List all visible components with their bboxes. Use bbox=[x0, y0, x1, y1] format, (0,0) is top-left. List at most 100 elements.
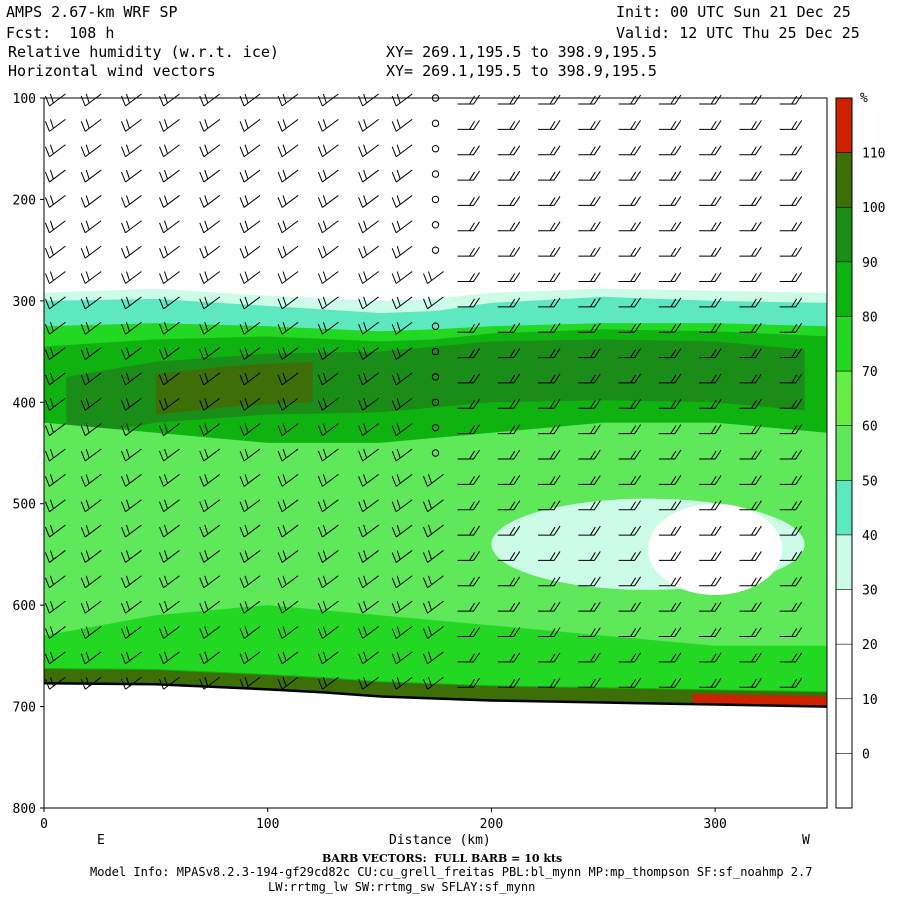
wind-barb bbox=[739, 525, 762, 536]
wind-barb bbox=[317, 118, 339, 132]
wind-barb bbox=[699, 170, 722, 181]
wind-barb bbox=[779, 576, 803, 587]
wind-barb bbox=[80, 423, 102, 437]
wind-barb bbox=[699, 677, 722, 688]
wind-barb bbox=[538, 475, 561, 485]
wind-barb bbox=[618, 576, 642, 587]
wind-barb bbox=[391, 271, 413, 284]
wind-barb bbox=[44, 600, 66, 614]
wind-barb bbox=[80, 448, 102, 462]
y-tick-label: 200 bbox=[13, 193, 36, 208]
wind-barb bbox=[779, 500, 803, 511]
wind-barb bbox=[239, 220, 261, 234]
wind-barb bbox=[779, 449, 803, 460]
wind-barb bbox=[779, 348, 803, 359]
wind-barb bbox=[44, 473, 66, 487]
wind-barb bbox=[358, 296, 379, 310]
wind-barb bbox=[699, 525, 722, 536]
wind-barb bbox=[317, 220, 339, 234]
wind-barb bbox=[779, 399, 803, 409]
wind-barb bbox=[457, 170, 480, 181]
colorbar-label: 80 bbox=[862, 310, 878, 325]
wind-barb bbox=[277, 626, 299, 639]
wind-barb bbox=[423, 676, 444, 690]
wind-barb bbox=[658, 525, 682, 536]
wind-barb bbox=[80, 524, 102, 538]
wind-barb bbox=[358, 245, 379, 259]
colorbar-bin bbox=[836, 261, 852, 317]
wind-barb bbox=[739, 627, 762, 637]
wind-barb bbox=[80, 550, 102, 563]
wind-barb bbox=[578, 297, 601, 308]
wind-barb bbox=[779, 424, 803, 435]
wind-barb bbox=[199, 626, 221, 639]
wind-barb bbox=[739, 449, 762, 460]
wind-barb bbox=[80, 397, 102, 411]
wind-barb bbox=[199, 296, 221, 310]
wind-barb bbox=[44, 195, 66, 208]
wind-barb bbox=[199, 448, 221, 462]
wind-barb bbox=[277, 499, 299, 513]
wind-barb bbox=[239, 118, 261, 132]
wind-barb bbox=[699, 322, 722, 333]
colorbar-bin bbox=[836, 534, 852, 591]
wind-barb bbox=[358, 499, 379, 513]
wind-barb bbox=[358, 220, 379, 234]
wind-barb bbox=[618, 221, 642, 232]
wind-barb bbox=[457, 120, 480, 130]
wind-barb bbox=[277, 245, 299, 259]
rh-layer-lowlevel bbox=[44, 605, 827, 692]
wind-barb bbox=[358, 271, 379, 284]
x-tick-label: 100 bbox=[256, 817, 279, 832]
wind-barb bbox=[497, 424, 521, 435]
wind-barb bbox=[457, 652, 480, 663]
wind-barb bbox=[317, 347, 339, 360]
wind-barb bbox=[497, 297, 521, 308]
wind-barb bbox=[578, 424, 601, 435]
wind-barb bbox=[497, 551, 521, 561]
wind-barb bbox=[658, 348, 682, 359]
wind-barb bbox=[80, 169, 102, 183]
wind-barb bbox=[739, 246, 762, 257]
wind-barb bbox=[80, 195, 102, 208]
wind-barb bbox=[578, 601, 601, 612]
wind-barb bbox=[391, 296, 413, 310]
terrain-line bbox=[43, 681, 828, 708]
wind-barb bbox=[779, 551, 803, 561]
wind-barb bbox=[739, 652, 762, 663]
wind-barb bbox=[658, 449, 682, 460]
wind-barb bbox=[538, 297, 561, 308]
wind-barb bbox=[538, 601, 561, 612]
wind-barb bbox=[658, 246, 682, 257]
wind-barb bbox=[658, 120, 682, 130]
calm-wind-circle bbox=[431, 449, 440, 457]
wind-barb bbox=[578, 145, 601, 156]
wind-barb bbox=[699, 297, 722, 308]
wind-barb bbox=[538, 424, 561, 435]
colorbar-label: 50 bbox=[862, 474, 878, 489]
x-tick-label: 300 bbox=[703, 817, 726, 832]
wind-barb bbox=[391, 372, 413, 386]
wind-barb bbox=[358, 600, 379, 614]
wind-barb bbox=[699, 145, 722, 156]
wind-barb bbox=[44, 144, 66, 158]
wind-barb bbox=[497, 576, 521, 587]
colorbar-label: 90 bbox=[862, 256, 878, 271]
wind-barb bbox=[618, 373, 642, 384]
wind-barb bbox=[317, 626, 339, 639]
wind-barb bbox=[317, 321, 339, 335]
wind-barb bbox=[699, 272, 722, 282]
wind-barb bbox=[44, 372, 66, 386]
wind-barb bbox=[699, 500, 722, 511]
wind-barb bbox=[457, 373, 480, 384]
wind-barb bbox=[391, 347, 413, 360]
barb-legend: BARB VECTORS: FULL BARB = 10 kts bbox=[322, 852, 563, 865]
wind-barb bbox=[391, 524, 413, 538]
wind-barb bbox=[317, 423, 339, 437]
wind-barb bbox=[44, 321, 66, 335]
wind-barb bbox=[317, 524, 339, 538]
calm-wind-circle bbox=[431, 423, 440, 432]
rh-layer-rh_80_90 bbox=[66, 339, 805, 438]
colorbar-bin bbox=[836, 316, 852, 372]
wind-barb bbox=[658, 170, 682, 181]
